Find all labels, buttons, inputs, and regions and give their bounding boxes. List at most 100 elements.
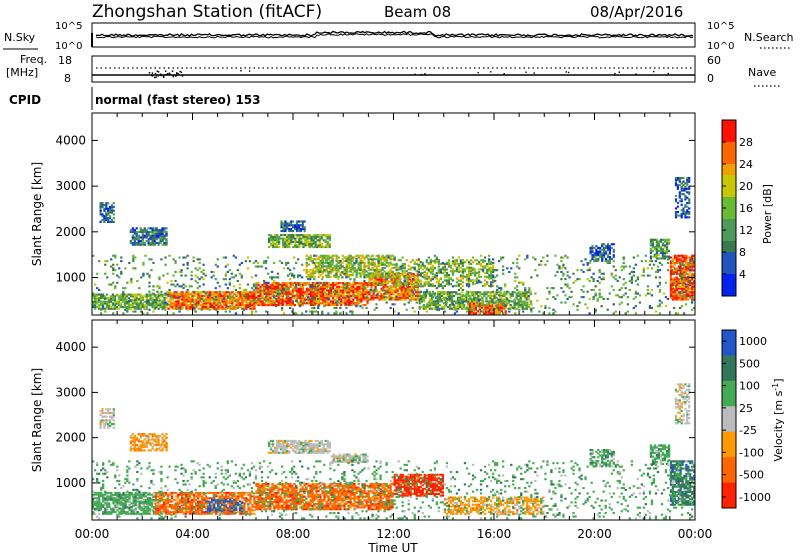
heat-cell bbox=[423, 276, 426, 279]
heat-cell bbox=[430, 293, 433, 296]
heat-cell bbox=[305, 294, 309, 297]
heat-cell bbox=[151, 243, 154, 246]
heat-cell bbox=[326, 244, 329, 247]
heat-cell bbox=[148, 274, 151, 277]
heat-cell bbox=[385, 278, 388, 281]
heat-cell bbox=[311, 287, 315, 290]
heat-cell bbox=[302, 235, 305, 238]
heat-cell bbox=[380, 280, 383, 283]
heat-cell bbox=[295, 291, 298, 294]
heat-cell bbox=[593, 252, 596, 255]
heat-cell bbox=[109, 300, 113, 303]
heat-cell bbox=[659, 240, 663, 243]
heat-cell bbox=[207, 302, 210, 305]
heat-cell bbox=[148, 285, 151, 288]
heat-cell bbox=[679, 285, 682, 288]
heat-cell bbox=[103, 218, 106, 222]
heat-cell bbox=[470, 304, 474, 307]
heat-cell bbox=[361, 270, 364, 273]
heat-cell bbox=[251, 293, 254, 296]
heat-cell bbox=[386, 289, 389, 292]
heat-cell bbox=[687, 285, 690, 288]
heat-cell bbox=[92, 304, 95, 307]
heat-cell bbox=[438, 293, 442, 296]
heat-cell bbox=[678, 261, 682, 264]
heat-cell bbox=[498, 260, 501, 263]
heat-cell bbox=[461, 277, 465, 280]
heat-cell bbox=[347, 274, 350, 277]
heat-cell bbox=[291, 274, 294, 277]
heat-cell bbox=[171, 305, 174, 308]
heat-cell bbox=[331, 263, 334, 266]
heat-cell bbox=[336, 296, 339, 299]
heat-cell bbox=[519, 294, 522, 297]
heat-cell bbox=[317, 275, 320, 278]
heat-cell bbox=[520, 301, 523, 304]
heat-cell bbox=[502, 299, 505, 302]
heat-cell bbox=[436, 298, 440, 301]
heat-cell bbox=[683, 269, 686, 272]
heat-cell bbox=[395, 284, 398, 287]
heat-cell bbox=[200, 270, 203, 273]
heat-cell bbox=[317, 287, 321, 290]
heat-cell bbox=[500, 302, 503, 305]
heat-cell bbox=[546, 254, 549, 257]
heat-cell bbox=[680, 187, 683, 190]
heat-cell bbox=[128, 261, 131, 264]
heat-cell bbox=[427, 277, 430, 280]
heat-cell bbox=[267, 239, 271, 242]
heat-cell bbox=[237, 302, 240, 305]
heat-cell bbox=[231, 305, 234, 308]
heat-cell bbox=[96, 306, 99, 309]
heat-cell bbox=[461, 301, 465, 304]
heat-cell bbox=[104, 260, 107, 263]
heat-cell bbox=[604, 250, 608, 253]
heat-cell bbox=[202, 283, 205, 286]
heat-cell bbox=[151, 241, 154, 244]
heat-cell bbox=[147, 302, 150, 305]
heat-cell bbox=[342, 289, 345, 292]
heat-cell bbox=[190, 270, 193, 273]
heat-cell bbox=[295, 287, 298, 290]
heat-cell bbox=[425, 275, 428, 278]
heat-cell bbox=[388, 294, 391, 297]
heat-cell bbox=[324, 298, 327, 301]
heat-cell bbox=[223, 304, 226, 307]
heat-cell bbox=[298, 235, 301, 238]
heat-cell bbox=[669, 276, 673, 279]
heat-cell bbox=[253, 291, 256, 294]
heat-cell bbox=[329, 260, 332, 263]
heat-cell bbox=[355, 305, 358, 308]
heat-cell bbox=[185, 302, 188, 305]
heat-cell bbox=[450, 291, 454, 294]
heat-cell bbox=[107, 220, 110, 223]
heat-cell bbox=[316, 234, 319, 237]
heat-cell bbox=[521, 294, 524, 297]
heat-cell bbox=[174, 292, 177, 295]
heat-cell bbox=[271, 235, 275, 238]
heat-cell bbox=[658, 276, 662, 279]
heat-cell bbox=[385, 261, 388, 264]
heat-cell bbox=[340, 300, 343, 303]
heat-cell bbox=[680, 290, 684, 293]
heat-cell bbox=[190, 278, 193, 281]
heat-cell bbox=[620, 269, 623, 272]
heat-cell bbox=[370, 278, 373, 281]
heat-cell bbox=[365, 306, 368, 309]
heat-cell bbox=[342, 296, 345, 299]
heat-cell bbox=[317, 283, 321, 286]
heat-cell bbox=[680, 200, 683, 203]
heat-cell bbox=[306, 235, 309, 238]
heat-cell bbox=[675, 271, 678, 274]
heat-cell bbox=[207, 307, 210, 310]
heat-cell bbox=[273, 300, 276, 303]
heat-cell bbox=[673, 256, 676, 259]
heat-cell bbox=[269, 291, 272, 294]
heat-cell bbox=[272, 296, 276, 299]
heat-cell bbox=[146, 299, 149, 302]
heat-cell bbox=[427, 281, 430, 284]
heat-cell bbox=[669, 296, 673, 299]
heat-cell bbox=[320, 246, 323, 249]
heat-cell bbox=[382, 285, 385, 288]
heat-cell bbox=[315, 302, 319, 305]
